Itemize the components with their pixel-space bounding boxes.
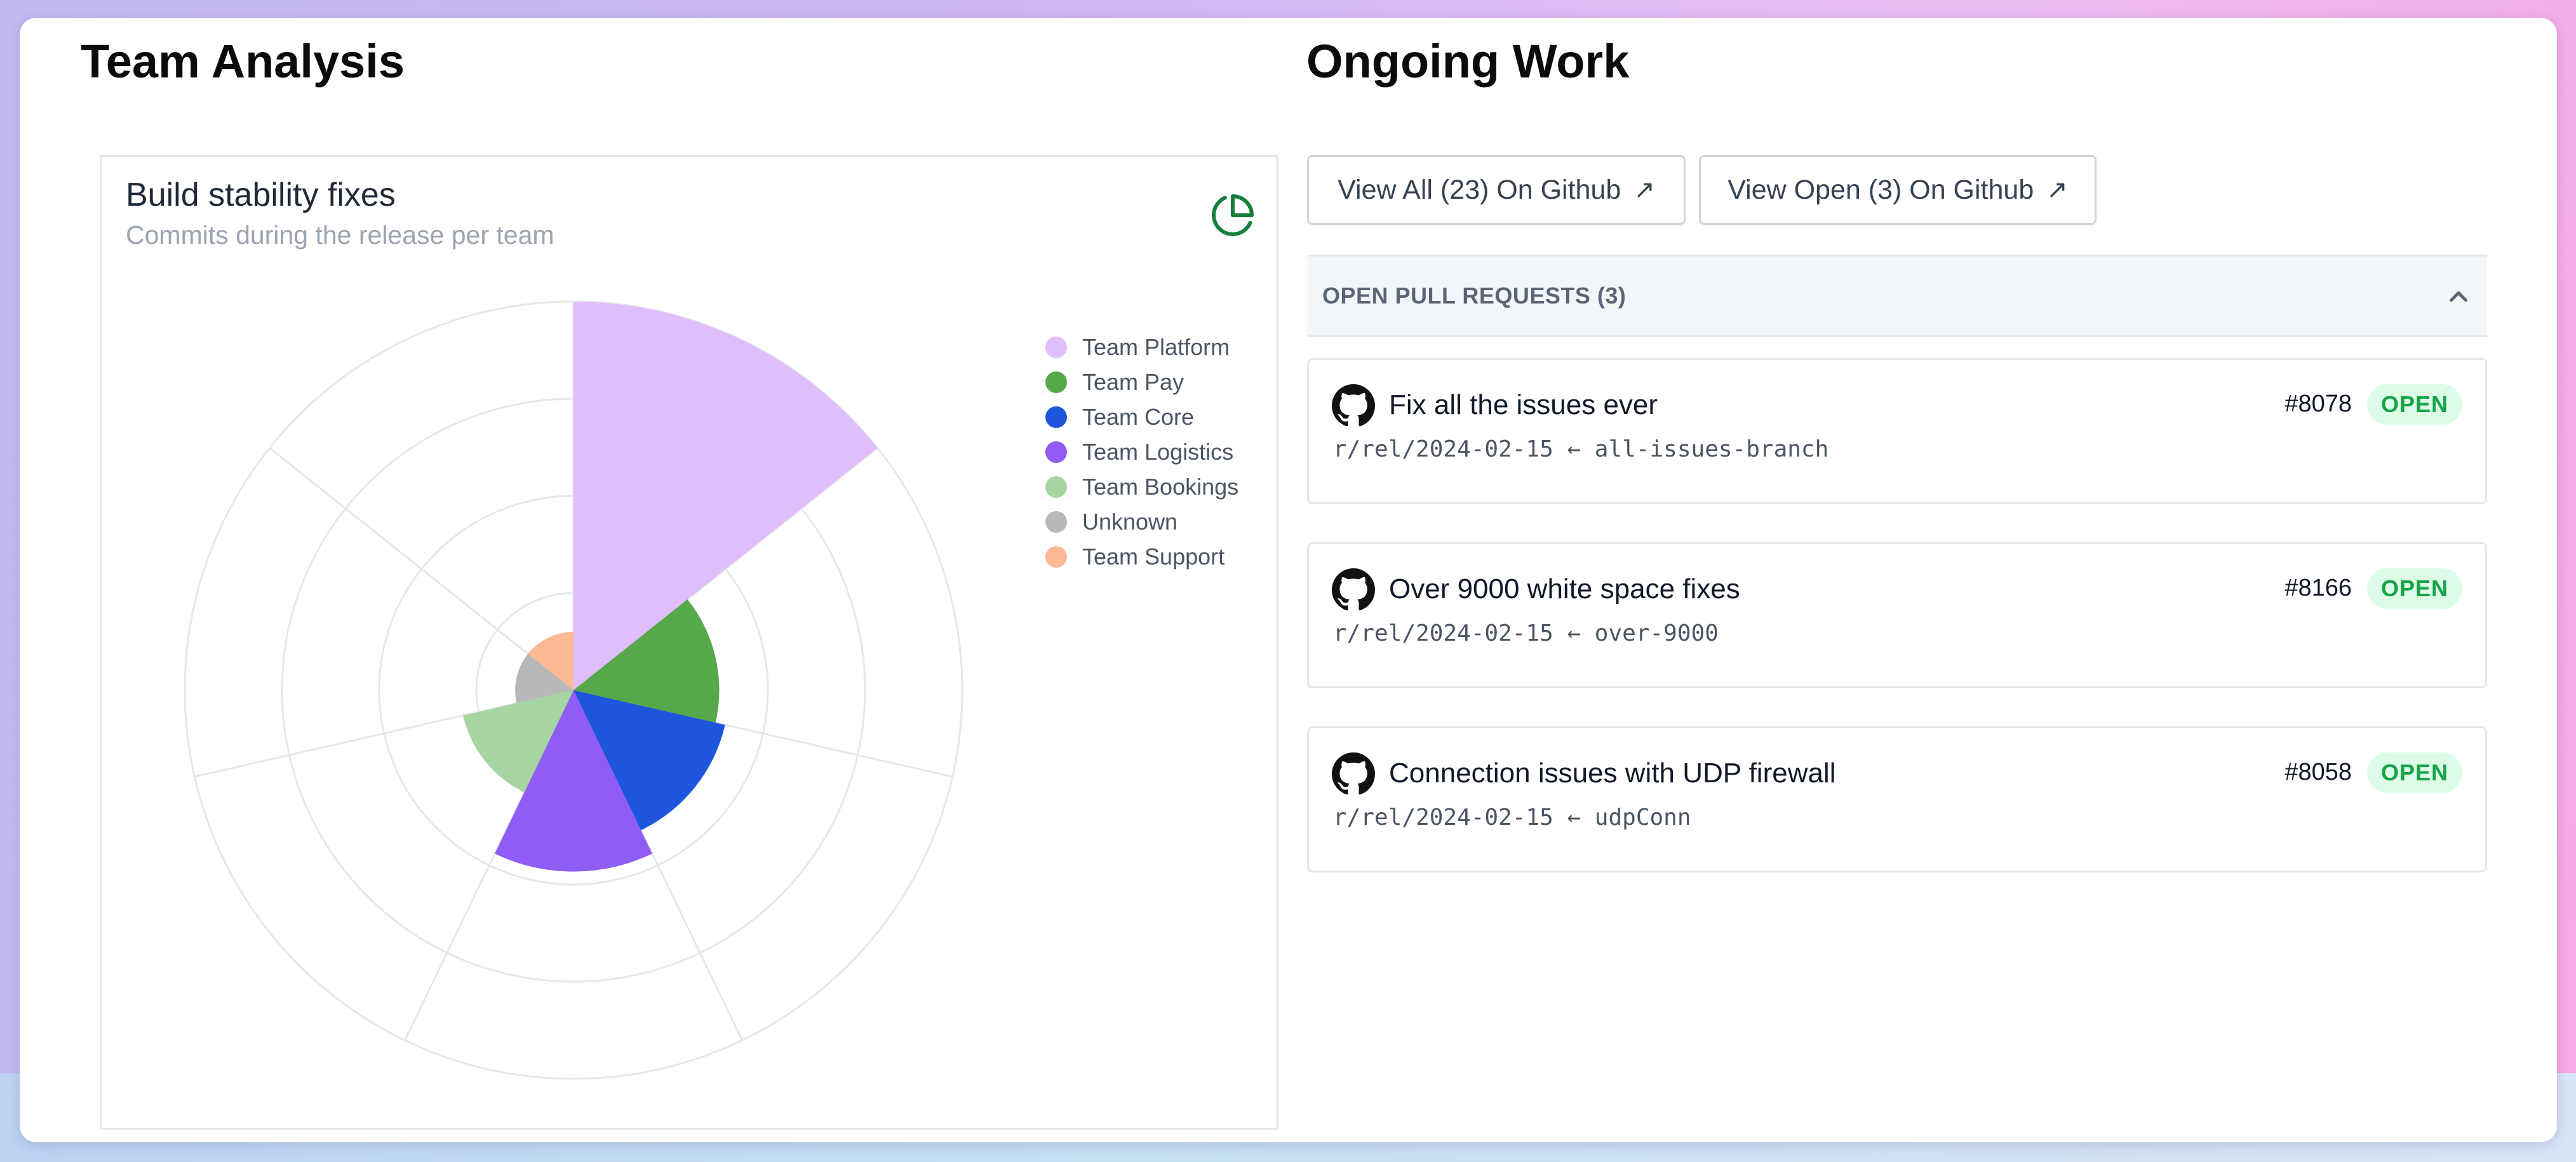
chart-legend: Team Platform Team Pay Team Core Team Lo… xyxy=(1045,330,1238,574)
segment-team-core[interactable] xyxy=(574,690,725,831)
legend-dot xyxy=(1045,406,1067,428)
pull-request-card[interactable]: Over 9000 white space fixes #8166 OPEN r… xyxy=(1307,542,2487,688)
legend-item-unknown[interactable]: Unknown xyxy=(1045,504,1238,539)
polar-area-chart xyxy=(184,300,963,1080)
legend-item-team-logistics[interactable]: Team Logistics xyxy=(1045,434,1238,469)
main-card: Team Analysis Build stability fixes Comm… xyxy=(20,18,2557,1142)
github-icon xyxy=(1332,568,1375,611)
legend-label: Team Bookings xyxy=(1082,473,1239,500)
grid-spoke xyxy=(269,447,574,691)
legend-dot xyxy=(1045,545,1067,568)
legend-item-team-platform[interactable]: Team Platform xyxy=(1045,330,1238,364)
pull-request-title[interactable]: Connection issues with UDP firewall xyxy=(1389,758,1836,789)
legend-dot xyxy=(1045,476,1067,498)
legend-label: Team Platform xyxy=(1082,333,1230,360)
segment-team-platform[interactable] xyxy=(574,302,878,690)
pull-request-card[interactable]: Connection issues with UDP firewall #805… xyxy=(1307,726,2487,872)
legend-label: Team Logistics xyxy=(1082,438,1234,465)
pie-chart-icon[interactable] xyxy=(1210,192,1256,238)
legend-label: Team Core xyxy=(1082,403,1195,430)
pull-request-number: #8166 xyxy=(2284,575,2352,601)
external-link-arrow-icon: ↗ xyxy=(1633,176,1655,204)
open-pull-requests-accordion[interactable]: OPEN PULL REQUESTS (3) xyxy=(1307,255,2487,337)
view-all-label: View All (23) On Github xyxy=(1338,174,1621,205)
accordion-title: OPEN PULL REQUESTS (3) xyxy=(1322,283,1627,309)
segment-team-logistics[interactable] xyxy=(495,690,652,872)
legend-item-team-core[interactable]: Team Core xyxy=(1045,399,1238,434)
pull-request-number: #8078 xyxy=(2284,391,2352,417)
legend-dot xyxy=(1045,511,1067,533)
pull-request-title[interactable]: Fix all the issues ever xyxy=(1389,389,1658,420)
legend-label: Team Support xyxy=(1082,543,1225,570)
pull-request-card[interactable]: Fix all the issues ever #8078 OPEN r/rel… xyxy=(1307,358,2487,504)
status-badge: OPEN xyxy=(2367,752,2462,793)
pull-request-title[interactable]: Over 9000 white space fixes xyxy=(1389,573,1740,604)
legend-item-team-bookings[interactable]: Team Bookings xyxy=(1045,469,1238,504)
github-icon xyxy=(1332,752,1375,795)
status-badge: OPEN xyxy=(2367,384,2462,425)
team-analysis-heading: Team Analysis xyxy=(81,35,405,88)
chart-panel: Build stability fixes Commits during the… xyxy=(100,155,1278,1130)
segment-team-support[interactable] xyxy=(528,632,574,690)
legend-dot xyxy=(1045,441,1067,463)
pull-request-branch: r/rel/2024-02-15 ← udpConn xyxy=(1333,805,1691,831)
external-link-arrow-icon: ↗ xyxy=(2046,176,2068,204)
legend-item-team-support[interactable]: Team Support xyxy=(1045,539,1238,574)
segment-team-pay[interactable] xyxy=(574,599,720,723)
view-open-label: View Open (3) On Github xyxy=(1727,174,2034,205)
ongoing-work-heading: Ongoing Work xyxy=(1306,35,1630,88)
github-icon xyxy=(1332,384,1375,427)
pull-request-number: #8058 xyxy=(2284,759,2352,785)
chart-subtitle: Commits during the release per team xyxy=(126,220,554,250)
view-all-github-button[interactable]: View All (23) On Github ↗ xyxy=(1307,155,1686,225)
chevron-up-icon[interactable] xyxy=(2444,282,2473,311)
legend-item-team-pay[interactable]: Team Pay xyxy=(1045,364,1238,399)
view-open-github-button[interactable]: View Open (3) On Github ↗ xyxy=(1699,155,2096,225)
pull-request-branch: r/rel/2024-02-15 ← over-9000 xyxy=(1333,620,1719,646)
status-badge: OPEN xyxy=(2367,568,2462,609)
pull-request-branch: r/rel/2024-02-15 ← all-issues-branch xyxy=(1333,436,1829,462)
segment-team-bookings[interactable] xyxy=(462,690,574,792)
legend-dot xyxy=(1045,371,1067,393)
legend-dot xyxy=(1045,336,1067,358)
legend-label: Team Pay xyxy=(1082,368,1184,395)
segment-unknown[interactable] xyxy=(515,653,574,704)
chart-title: Build stability fixes xyxy=(126,177,396,213)
legend-label: Unknown xyxy=(1082,508,1178,535)
